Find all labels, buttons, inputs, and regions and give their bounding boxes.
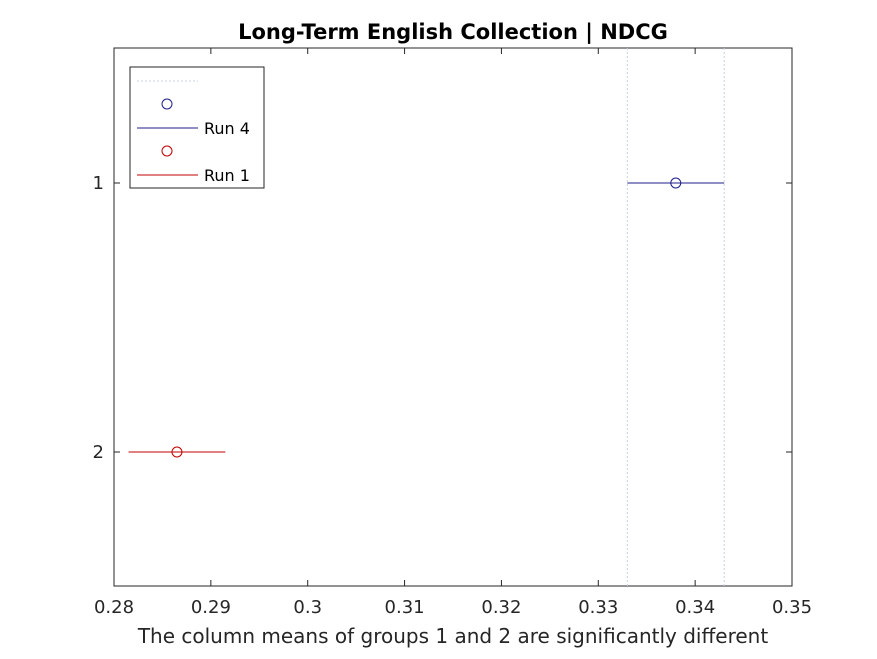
x-tick-label-3: 0.31 xyxy=(385,597,425,618)
x-axis: 0.28 0.29 0.3 0.31 0.32 0.33 0.34 0.35 xyxy=(94,48,812,618)
x-tick-label-0: 0.28 xyxy=(94,597,134,618)
legend-label-0: Run 4 xyxy=(204,119,250,138)
x-tick-label-5: 0.33 xyxy=(578,597,618,618)
x-tick-label-4: 0.32 xyxy=(481,597,521,618)
x-tick-label-6: 0.34 xyxy=(675,597,715,618)
reference-lines xyxy=(626,48,725,586)
legend-label-1: Run 1 xyxy=(204,166,250,185)
x-tick-label-7: 0.35 xyxy=(772,597,812,618)
mean-marker-1 xyxy=(670,177,682,189)
legend: Run 4 Run 1 xyxy=(129,66,265,189)
mean-marker-2 xyxy=(171,446,183,458)
chart-title: Long-Term English Collection | NDCG xyxy=(238,20,668,45)
y-axis: 12 xyxy=(93,173,792,463)
x-axis-label: The column means of groups 1 and 2 are s… xyxy=(137,624,769,648)
legend-marker-1 xyxy=(161,145,173,157)
series-marks xyxy=(128,177,725,458)
x-tick-label-2: 0.3 xyxy=(293,597,322,618)
x-tick-label-1: 0.29 xyxy=(191,597,231,618)
legend-marker-0 xyxy=(161,98,173,110)
y-tick-label-0: 1 xyxy=(93,173,104,194)
y-tick-label-1: 2 xyxy=(93,442,104,463)
